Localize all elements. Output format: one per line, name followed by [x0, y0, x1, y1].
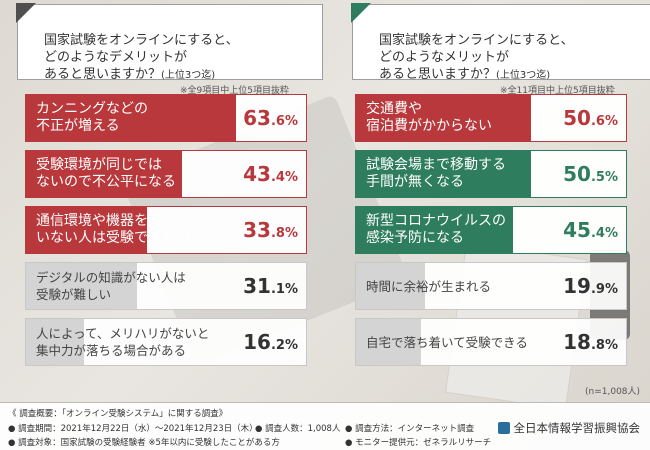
- demerit-question-note: (上位3つ迄): [161, 70, 216, 81]
- value-decimal: .5%: [590, 170, 618, 185]
- bar: [26, 319, 84, 365]
- bar: [356, 95, 531, 141]
- value-integer: 31: [243, 274, 271, 298]
- survey-count: ● 調査人数：1,008人: [255, 424, 341, 434]
- demerit-question-panel: 国家試験をオンラインにすると、 どのようなデメリットが あると思いますか？(上位…: [16, 3, 323, 82]
- value-integer: 33: [243, 218, 271, 242]
- value-label: 63.6%: [243, 95, 298, 141]
- value-label: 50.6%: [563, 95, 618, 141]
- value-integer: 63: [243, 106, 271, 130]
- bar-row: 交通費や 宿泊費がかからない 50.6%: [355, 94, 627, 142]
- survey-target: ● 調査対象：国家試験の受験経験者 ※5年以内に受験したことがある方: [8, 438, 280, 448]
- value-decimal: .8%: [270, 226, 298, 241]
- bar-row: カンニングなどの 不正が増える 63.6%: [25, 94, 307, 142]
- value-label: 31.1%: [243, 263, 298, 309]
- value-integer: 19: [563, 274, 591, 298]
- bar-row: 新型コロナウイルスの 感染予防になる 45.4%: [355, 206, 627, 254]
- bar-label: 時間に余裕が生まれる: [366, 278, 492, 294]
- bar: [356, 263, 425, 309]
- value-integer: 50: [563, 162, 591, 186]
- survey-provider: ● モニター提供元：ゼネラルリサーチ: [345, 438, 492, 448]
- panel-corner-marker: [16, 3, 36, 23]
- bar-row: 自宅で落ち着いて受験できる 18.8%: [355, 318, 627, 366]
- value-decimal: .1%: [270, 282, 298, 297]
- merit-subtitle: ※全11項目中上位5項目抜粋: [500, 86, 615, 96]
- value-decimal: .4%: [590, 226, 618, 241]
- organization-name: 全日本情報学習振興協会: [513, 421, 641, 435]
- value-label: 18.8%: [563, 319, 618, 365]
- value-label: 43.4%: [243, 151, 298, 197]
- value-decimal: .4%: [270, 170, 298, 185]
- value-decimal: .6%: [270, 114, 298, 129]
- bar: [26, 151, 182, 197]
- merit-question-panel: 国家試験をオンラインにすると、 どのようなメリットが あると思いますか？(上位3…: [351, 3, 650, 82]
- bar: [356, 151, 531, 197]
- bar-row: 通信環境や機器を持って いない人は受験できない 33.8%: [25, 206, 307, 254]
- bar-row: 人によって、メリハリがないと 集中力が落ちる場合がある 16.2%: [25, 318, 307, 366]
- bar-label: 通信環境や機器を持って いない人は受験できない: [36, 213, 190, 246]
- organization-logo-icon: [497, 422, 510, 434]
- value-label: 33.8%: [243, 207, 298, 253]
- value-integer: 43: [243, 162, 271, 186]
- panel-corner-marker: [351, 3, 371, 23]
- bar-row: 受験環境が同じでは ないので不公平になる 43.4%: [25, 150, 307, 198]
- bar-row: 試験会場まで移動する 手間が無くなる 50.5%: [355, 150, 627, 198]
- bar-label: 試験会場まで移動する 手間が無くなる: [366, 157, 506, 190]
- bar: [26, 95, 236, 141]
- bar-label: 自宅で落ち着いて受験できる: [366, 334, 528, 350]
- bar: [26, 207, 147, 253]
- bar-label: 受験環境が同じでは ないので不公平になる: [36, 157, 176, 190]
- value-label: 50.5%: [563, 151, 618, 197]
- survey-heading: 《 調査概要：「オンライン受験システム」に関する調査》: [8, 409, 228, 419]
- value-integer: 50: [563, 106, 591, 130]
- value-integer: 16: [243, 330, 271, 354]
- bar-label: カンニングなどの 不正が増える: [36, 101, 148, 134]
- survey-footer: 《 調査概要：「オンライン受験システム」に関する調査》 ● 調査期間：2021年…: [0, 402, 650, 450]
- survey-method: ● 調査方法：インターネット調査: [345, 424, 475, 434]
- value-decimal: .6%: [590, 114, 618, 129]
- bar-row: デジタルの知識がない人は 受験が難しい 31.1%: [25, 262, 307, 310]
- value-decimal: .2%: [270, 338, 298, 353]
- value-integer: 45: [563, 218, 591, 242]
- bar-label: 新型コロナウイルスの 感染予防になる: [366, 213, 506, 246]
- merit-question-note: (上位3つ迄): [496, 70, 551, 81]
- value-integer: 18: [563, 330, 591, 354]
- value-label: 19.9%: [563, 263, 618, 309]
- value-decimal: .9%: [590, 282, 618, 297]
- demerit-question-title: 国家試験をオンラインにすると、 どのようなデメリットが あると思いますか？: [44, 33, 239, 82]
- bar: [356, 207, 513, 253]
- bar-label: 交通費や 宿泊費がかからない: [366, 101, 492, 134]
- bar-label: デジタルの知識がない人は 受験が難しい: [36, 270, 186, 302]
- bar-label: 人によって、メリハリがないと 集中力が落ちる場合がある: [36, 326, 210, 358]
- bar-row: 時間に余裕が生まれる 19.9%: [355, 262, 627, 310]
- bar: [356, 319, 421, 365]
- value-label: 16.2%: [243, 319, 298, 365]
- survey-period: ● 調査期間：2021年12月22日（水）～2021年12月23日（木）: [8, 424, 258, 434]
- merit-question-title: 国家試験をオンラインにすると、 どのようなメリットが あると思いますか？: [379, 33, 574, 82]
- bar: [26, 263, 137, 309]
- value-label: 45.4%: [563, 207, 618, 253]
- value-decimal: .8%: [590, 338, 618, 353]
- sample-size-note: (n=1,008人): [585, 387, 641, 397]
- demerit-subtitle: ※全9項目中上位5項目抜粋: [180, 86, 289, 96]
